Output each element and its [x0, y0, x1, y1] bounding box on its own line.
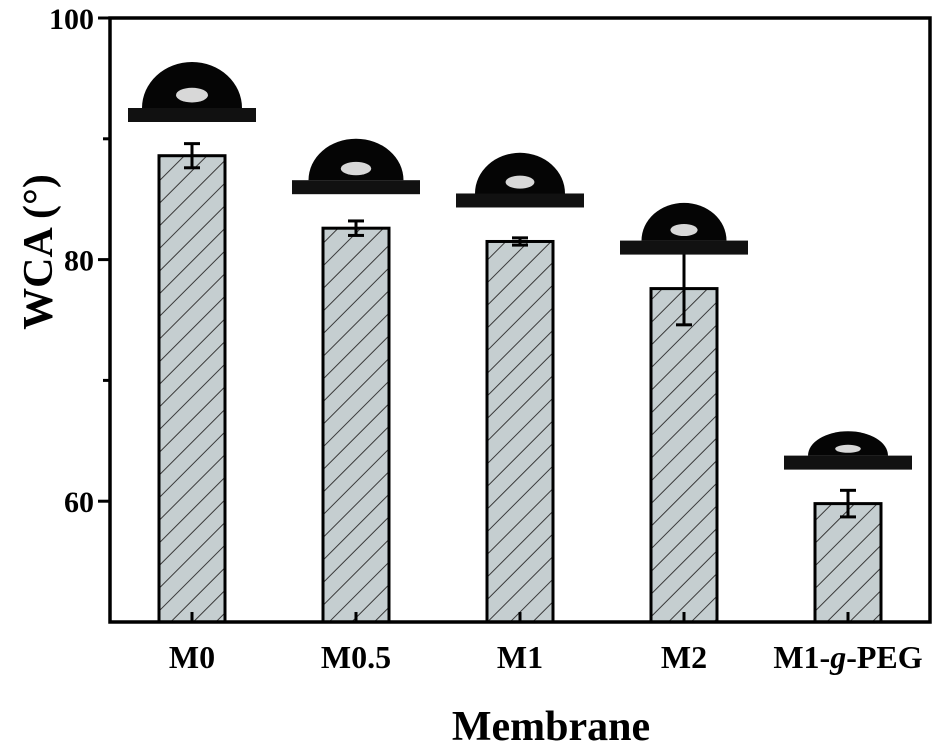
substrate-bar — [620, 240, 748, 255]
droplet-highlight — [340, 161, 372, 176]
bar-M2 — [649, 287, 719, 624]
x-tick-label-M1-g-PEG: M1-g-PEG — [773, 639, 922, 675]
bar-M1 — [485, 239, 555, 624]
error-bar-M1-g-PEG — [840, 488, 856, 519]
error-bar-M0.5 — [348, 219, 364, 237]
error-bar-M0 — [184, 142, 200, 170]
x-axis-title: Membrane — [452, 704, 650, 750]
water-droplet-icon-M0.5 — [292, 138, 420, 195]
y-tick-label-100: 100 — [49, 3, 94, 36]
water-droplet-icon-M1-g-PEG — [784, 431, 912, 470]
droplet-highlight — [176, 87, 208, 103]
droplet-highlight — [670, 223, 698, 237]
substrate-bar — [292, 180, 420, 195]
droplet-body — [641, 202, 727, 241]
x-tick-label-M1: M1 — [497, 639, 543, 675]
x-tick-label-M2: M2 — [661, 639, 707, 675]
bar-M0.5 — [321, 226, 391, 624]
droplet-highlight — [835, 444, 861, 453]
substrate-bar — [128, 108, 256, 122]
error-bar-M1 — [512, 236, 528, 247]
substrate-bar — [456, 193, 584, 208]
droplet-body — [475, 152, 565, 194]
droplet-body — [808, 431, 888, 456]
y-tick-label-80: 80 — [64, 245, 94, 278]
bar-M0 — [157, 154, 227, 624]
water-droplet-icon-M0 — [128, 62, 256, 122]
droplet-body — [142, 62, 242, 108]
plot-frame — [108, 16, 932, 624]
x-tick-label-M0: M0 — [169, 639, 215, 675]
droplet-body — [308, 138, 404, 181]
substrate-bar — [784, 455, 912, 470]
droplet-highlight — [505, 175, 535, 189]
water-droplet-icon-M2 — [620, 202, 748, 255]
x-tick-label-M0.5: M0.5 — [321, 639, 391, 675]
y-axis-title: WCA (°) — [16, 174, 62, 330]
water-droplet-icon-M1 — [456, 152, 584, 208]
bar-M1-g-PEG — [813, 502, 883, 624]
y-tick-label-60: 60 — [64, 486, 94, 519]
